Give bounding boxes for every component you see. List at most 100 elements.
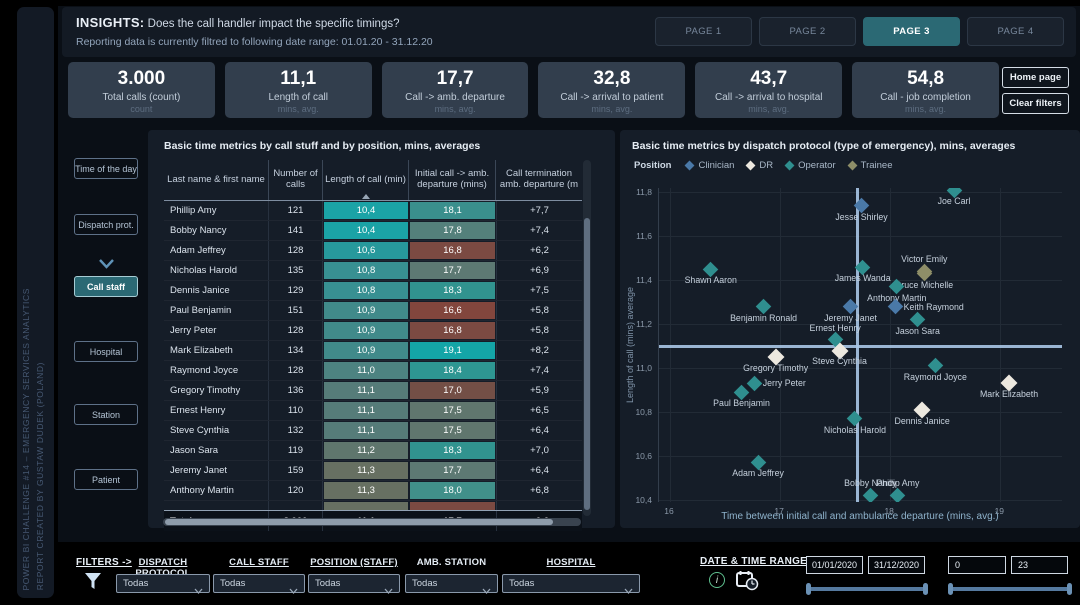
date-slider-right-handle[interactable]: [923, 583, 928, 595]
vscroll-thumb[interactable]: [584, 218, 590, 510]
legend-item-dr[interactable]: DR: [745, 160, 773, 171]
table-cell: 136: [269, 381, 323, 400]
table-cell: 17,8: [409, 221, 496, 240]
table-cell: Nicholas Harold: [164, 261, 269, 280]
table-cell: Anthony Martin: [164, 481, 269, 500]
table-row-clipped[interactable]: [164, 501, 582, 510]
table-cell: 11,0: [323, 361, 409, 380]
y-tick-label: 10,4: [635, 494, 652, 505]
date-range-slider[interactable]: [806, 583, 928, 595]
home-page-button[interactable]: Home page: [1002, 67, 1069, 88]
point-label-benjamin-ronald: Benjamin Ronald: [730, 312, 798, 323]
info-icon[interactable]: i: [709, 572, 725, 588]
table-row-gregory-timothy[interactable]: Gregory Timothy 136 11,1 17,0 +5,9: [164, 381, 582, 401]
legend-item-clinician[interactable]: Clinician: [685, 160, 734, 171]
sidebar-item-hospital[interactable]: Hospital: [74, 341, 138, 362]
filter-dropdown-amb-station[interactable]: Todas: [405, 574, 498, 594]
chevron-down-icon: [194, 581, 203, 594]
point-label-dennis-janice: Dennis Janice: [894, 415, 950, 426]
tab-page-4[interactable]: PAGE 4: [967, 17, 1064, 46]
table-cell: Ernest Henry: [164, 401, 269, 420]
column-header-call-termination-amb-departure[interactable]: Call termination amb. departure (m: [499, 168, 579, 190]
y-tick-label: 11,4: [636, 275, 652, 286]
table-cell: Raymond Joyce: [164, 361, 269, 380]
table-vertical-scrollbar[interactable]: [583, 160, 591, 516]
table-cell: 128: [269, 241, 323, 260]
table-row-bobby-nancy[interactable]: Bobby Nancy 141 10,4 17,8 +7,4: [164, 221, 582, 241]
column-header-length-of-call-min[interactable]: Length of call (min): [323, 160, 409, 200]
tab-page-2[interactable]: PAGE 2: [759, 17, 856, 46]
gridline-vertical: [780, 188, 782, 502]
column-header-initial-call-amb-departure-min[interactable]: Initial call -> amb. departure (mins): [409, 160, 496, 200]
table-cell: Paul Benjamin: [164, 301, 269, 320]
sidebar-item-station[interactable]: Station: [74, 404, 138, 425]
legend-diamond-icon: [784, 160, 795, 171]
date-from-input[interactable]: [806, 556, 863, 574]
gridline-vertical: [1000, 188, 1002, 502]
table-row-ernest-henry[interactable]: Ernest Henry 110 11,1 17,5 +6,5: [164, 401, 582, 421]
sidebar-item-dispatch-prot[interactable]: Dispatch prot.: [74, 214, 138, 235]
table-row-raymond-joyce[interactable]: Raymond Joyce 128 11,0 18,4 +7,4: [164, 361, 582, 381]
dropdown-value: Todas: [123, 578, 149, 589]
table-row-adam-jeffrey[interactable]: Adam Jeffrey 128 10,6 16,8 +6,2: [164, 241, 582, 261]
x-tick-label: 18: [884, 506, 894, 516]
scatter-point-jerry-peter[interactable]: [747, 375, 763, 392]
table-row-steve-cynthia[interactable]: Steve Cynthia 132 11,1 17,5 +6,4: [164, 421, 582, 441]
table-row-anthony-martin[interactable]: Anthony Martin 120 11,3 18,0 +6,8: [164, 481, 582, 501]
table-cell: 11,3: [323, 461, 409, 480]
filter-dropdown-dispatch-protocol[interactable]: Todas: [116, 574, 210, 594]
point-label-mark-elizabeth: Mark Elizabeth: [979, 389, 1039, 400]
hour-slider-left-handle[interactable]: [948, 583, 953, 595]
hour-range-slider[interactable]: [948, 583, 1072, 595]
hour-slider-right-handle[interactable]: [1067, 583, 1072, 595]
reporting-subtitle: Reporting data is currently filtred to f…: [76, 36, 433, 48]
x-tick-label: 17: [774, 506, 784, 516]
filter-dropdown-call-staff[interactable]: Todas: [213, 574, 305, 594]
point-label-victor-emily: Victor Emily: [901, 254, 948, 265]
table-cell: Dennis Janice: [164, 281, 269, 300]
filter-dropdown-position-staff[interactable]: Todas: [308, 574, 400, 594]
table-row-dennis-janice[interactable]: Dennis Janice 129 10,8 18,3 +7,5: [164, 281, 582, 301]
hour-from-input[interactable]: [948, 556, 1006, 574]
clear-filters-button[interactable]: Clear filters: [1002, 93, 1069, 114]
y-tick-label: 11,2: [636, 319, 652, 330]
sidebar-item-call-staff[interactable]: Call staff: [74, 276, 138, 297]
hscroll-thumb[interactable]: [165, 519, 553, 525]
table-row-paul-benjamin[interactable]: Paul Benjamin 151 10,9 16,6 +5,8: [164, 301, 582, 321]
table-horizontal-scrollbar[interactable]: [163, 518, 581, 526]
legend-diamond-icon: [685, 160, 695, 171]
table-cell: +6,9: [496, 261, 582, 280]
hour-to-input[interactable]: [1011, 556, 1068, 574]
tab-page-3[interactable]: PAGE 3: [863, 17, 960, 46]
table-cell: 16,8: [409, 241, 496, 260]
point-label-ernest-henry: Ernest Henry: [809, 322, 861, 333]
table-cell: 132: [269, 421, 323, 440]
table-cell: +7,4: [496, 221, 582, 240]
legend-item-operator[interactable]: Operator: [784, 160, 836, 171]
table-row-nicholas-harold[interactable]: Nicholas Harold 135 10,8 17,7 +6,9: [164, 261, 582, 281]
table-cell: 18,0: [409, 481, 496, 500]
sidebar-item-time-of-the-day[interactable]: Time of the day: [74, 158, 138, 179]
point-label-joe-carl: Joe Carl: [937, 196, 971, 207]
chevron-down-icon: [98, 257, 115, 270]
table-cell: +5,9: [496, 381, 582, 400]
date-to-input[interactable]: [868, 556, 925, 574]
sidebar-item-patient[interactable]: Patient: [74, 469, 138, 490]
table-row-mark-elizabeth[interactable]: Mark Elizabeth 134 10,9 19,1 +8,2: [164, 341, 582, 361]
table-cell: +6,4: [496, 461, 582, 480]
table-row-jeremy-janet[interactable]: Jeremy Janet 159 11,3 17,7 +6,4: [164, 461, 582, 481]
y-tick-label: 10,8: [635, 407, 652, 417]
table-cell: 10,9: [323, 321, 409, 340]
table-cell: 18,1: [409, 201, 496, 220]
table-row-jerry-peter[interactable]: Jerry Peter 128 10,9 16,8 +5,8: [164, 321, 582, 341]
legend-item-trainee[interactable]: Trainee: [847, 160, 892, 171]
date-slider-left-handle[interactable]: [806, 583, 811, 595]
point-label-raymond-joyce: Raymond Joyce: [903, 371, 967, 382]
table-row-jason-sara[interactable]: Jason Sara 119 11,2 18,3 +7,0: [164, 441, 582, 461]
column-header-number-of-calls[interactable]: Number of calls: [269, 160, 323, 200]
filter-dropdown-hospital[interactable]: Todas: [502, 574, 640, 594]
tab-page-1[interactable]: PAGE 1: [655, 17, 752, 46]
chevron-down-icon: [289, 581, 298, 594]
column-header-last-name-first-name[interactable]: Last name & first name: [164, 160, 269, 200]
table-row-phillip-amy[interactable]: Phillip Amy 121 10,4 18,1 +7,7: [164, 201, 582, 221]
